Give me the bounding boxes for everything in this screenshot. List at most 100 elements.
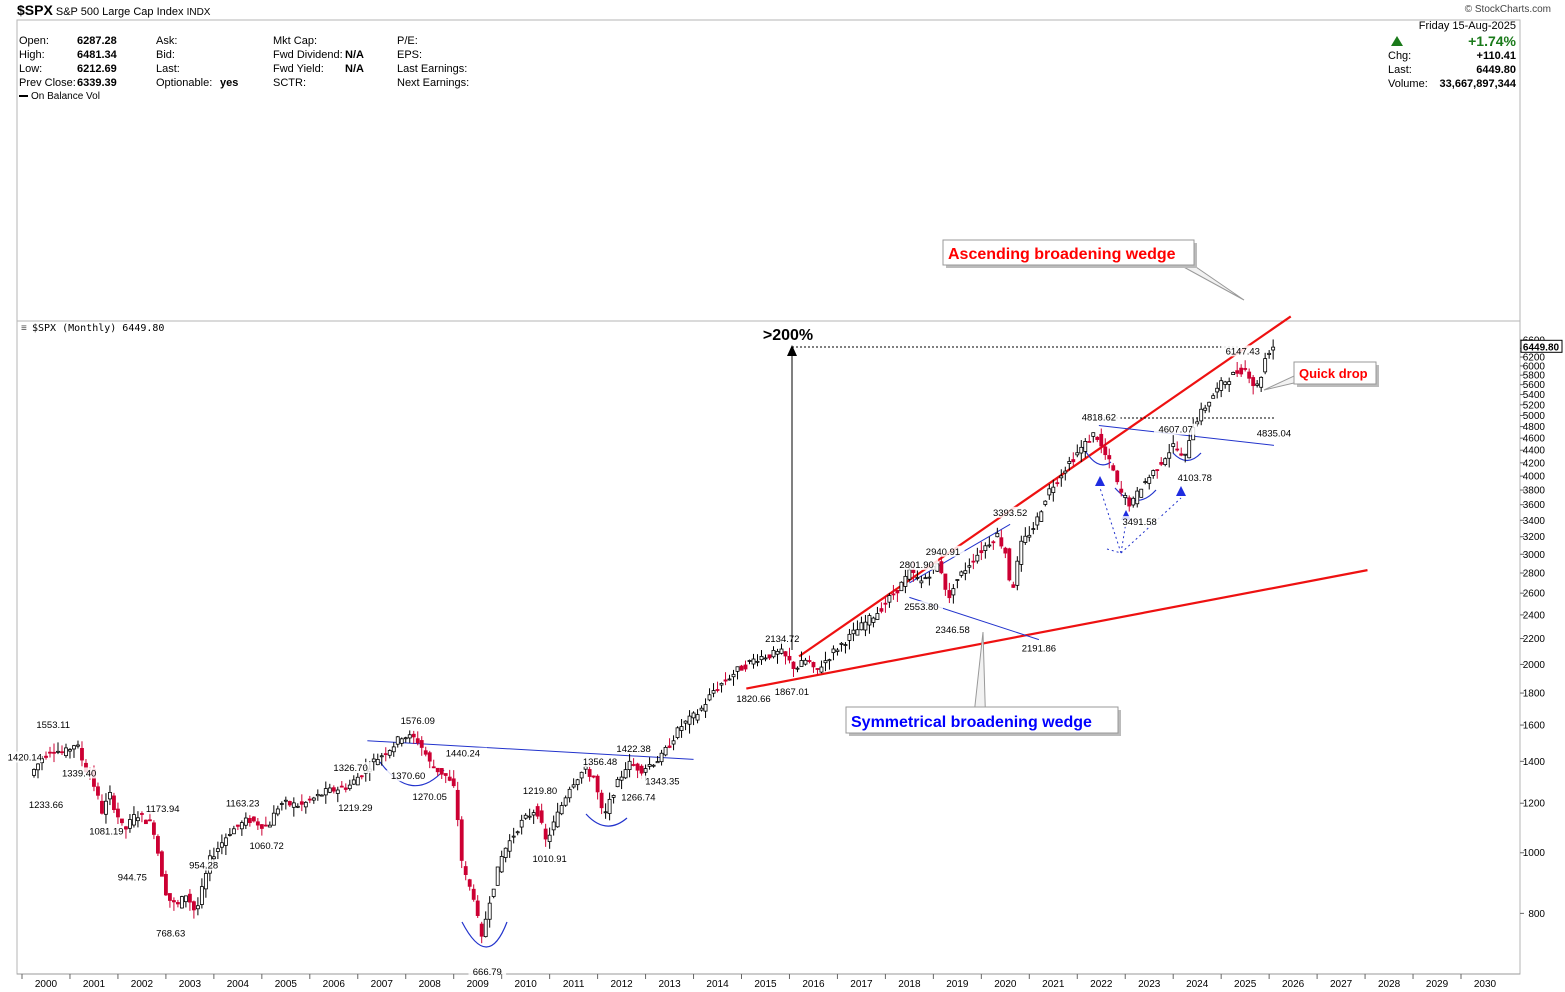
- quote-col-3: Mkt Cap: Fwd Dividend: N/A Fwd Yield: N/A …: [273, 34, 364, 90]
- candle-body: [475, 900, 480, 916]
- candle-body: [955, 579, 960, 581]
- candle-body: [727, 678, 732, 681]
- x-tick-label: 2000: [35, 979, 58, 990]
- price-label-bg: [59, 767, 104, 779]
- candle-body: [72, 745, 76, 750]
- blue-arrow-icon: [1176, 486, 1186, 496]
- price-label: 1553.11: [36, 720, 70, 731]
- candle-body: [343, 787, 348, 790]
- candle-body: [399, 738, 404, 744]
- candle-body: [36, 763, 40, 771]
- candle-body: [987, 544, 992, 547]
- candle-body: [259, 824, 264, 829]
- candle-body: [655, 761, 660, 764]
- cup-arc: [379, 761, 445, 787]
- candle-body: [487, 902, 492, 920]
- chart-header: $SPX S&P 500 Large Cap Index INDX: [17, 3, 210, 20]
- low-value: 6212.69: [77, 63, 117, 75]
- candle-body: [847, 633, 852, 641]
- candle-body: [555, 811, 560, 828]
- obv-label: On Balance Vol: [31, 91, 100, 102]
- candle-body: [1047, 488, 1052, 496]
- candle-body: [48, 751, 52, 754]
- candle-body: [599, 792, 604, 809]
- price-label: 4818.62: [1082, 413, 1116, 424]
- y-tick-label: 2000: [1523, 660, 1546, 671]
- candle-body: [407, 734, 412, 739]
- candle-body: [439, 768, 444, 775]
- candle-body: [1147, 477, 1152, 484]
- candle-body: [603, 811, 608, 814]
- candle-body: [863, 621, 868, 631]
- price-label: 1370.60: [391, 771, 425, 782]
- candle-body: [835, 649, 840, 652]
- price-label: 1326.70: [333, 763, 367, 774]
- candle-body: [591, 775, 596, 778]
- candle-body: [148, 819, 152, 822]
- candle-body: [1175, 448, 1180, 451]
- candle-body: [431, 766, 436, 769]
- y-tick-label: 1600: [1523, 721, 1546, 732]
- symmetrical-wedge-callout-label: Symmetrical broadening wedge: [851, 714, 1092, 731]
- candle-body: [1195, 421, 1200, 425]
- candle-body: [887, 595, 892, 603]
- candle-body: [467, 879, 472, 887]
- y-tick-label: 4000: [1523, 472, 1546, 483]
- chart-icon: ≡: [21, 323, 27, 334]
- candle-body: [307, 798, 312, 801]
- candle-body: [707, 694, 712, 701]
- price-label-bg: [899, 601, 943, 613]
- candle-body: [611, 794, 616, 798]
- x-tick-label: 2021: [1042, 979, 1065, 990]
- ask-label: Ask:: [156, 35, 178, 47]
- symbol: $SPX: [17, 2, 53, 18]
- volume-label: Volume:: [1388, 78, 1428, 90]
- x-tick-label: 2015: [754, 979, 777, 990]
- x-tick-label: 2025: [1234, 979, 1257, 990]
- candle-body: [52, 751, 56, 754]
- last-price-tag: [1520, 339, 1563, 353]
- last-earnings-label: Last Earnings:: [397, 63, 468, 75]
- y-tick-label: 4800: [1523, 422, 1546, 433]
- x-tick-label: 2030: [1474, 979, 1497, 990]
- price-label: 2801.90: [899, 560, 933, 571]
- candle-body: [1107, 455, 1112, 460]
- x-tick-label: 2022: [1090, 979, 1113, 990]
- candle-body: [136, 817, 140, 822]
- candle-body: [100, 800, 104, 814]
- price-label-bg: [1118, 516, 1162, 528]
- candle-body: [32, 769, 36, 776]
- candle-body: [44, 755, 48, 758]
- candle-body: [1079, 446, 1084, 454]
- candle-body: [1259, 376, 1264, 388]
- y-tick-label: 1800: [1523, 689, 1546, 700]
- candle-body: [1103, 446, 1108, 456]
- candle-body: [939, 561, 944, 574]
- x-tick-label: 2014: [706, 979, 729, 990]
- candle-body: [243, 817, 248, 826]
- quick-drop-callout-label: Quick drop: [1299, 366, 1368, 381]
- candle-body: [775, 651, 780, 655]
- candle-body: [1055, 482, 1060, 485]
- price-label: 2134.72: [765, 634, 799, 645]
- candle-body: [395, 736, 400, 745]
- candle-body: [1099, 433, 1104, 447]
- candle-body: [411, 733, 416, 738]
- candle-body: [823, 660, 828, 664]
- price-label-bg: [731, 693, 776, 705]
- x-tick-label: 2010: [515, 979, 538, 990]
- x-tick-label: 2012: [610, 979, 633, 990]
- candle-body: [387, 750, 392, 756]
- obv-panel: [16, 19, 1521, 322]
- prev-close-label: Prev Close:: [19, 77, 76, 89]
- candle-body: [112, 795, 116, 811]
- quick-drop-callout-box: [1293, 361, 1377, 385]
- price-label: 3393.52: [993, 508, 1027, 519]
- price-label-bg: [443, 747, 487, 759]
- candle-body: [983, 545, 988, 551]
- candle-body: [60, 751, 64, 754]
- candle-body: [915, 577, 920, 579]
- candle-body: [251, 816, 256, 822]
- candle-body: [443, 773, 448, 776]
- price-label: 1010.91: [532, 854, 566, 865]
